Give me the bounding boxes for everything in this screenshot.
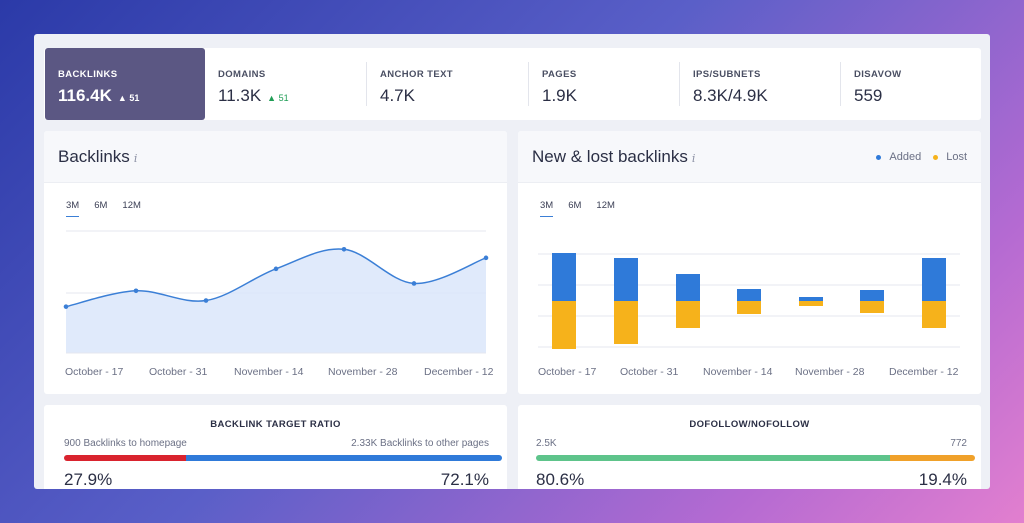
card-header: New & lost backlinks i Added Lost xyxy=(518,131,981,183)
range-3m[interactable]: 3M xyxy=(540,200,554,217)
x-tick-label: November - 14 xyxy=(234,366,304,378)
info-icon[interactable]: i xyxy=(133,152,138,165)
bar-lost xyxy=(799,301,823,306)
data-point xyxy=(341,247,347,252)
x-tick-label: December - 12 xyxy=(889,366,959,378)
stat-value: 4.7K xyxy=(380,86,415,105)
data-point xyxy=(411,281,417,286)
bar-added xyxy=(614,258,638,301)
data-point xyxy=(203,298,209,303)
bar-lost xyxy=(922,301,946,328)
card-title: Backlinks i xyxy=(58,147,138,166)
dofollow-right-label: 772 xyxy=(950,438,967,449)
dashboard-panel: BACKLINKS 116.4K ▲ 51 DOMAINS 11.3K ▲ 51 A… xyxy=(34,34,990,489)
bar-lost xyxy=(614,301,638,344)
bar-added xyxy=(922,258,946,301)
bar-added xyxy=(737,289,761,301)
x-tick-label: October - 17 xyxy=(65,366,124,378)
stat-pages[interactable]: PAGES 1.9K xyxy=(529,48,680,120)
range-6m[interactable]: 6M xyxy=(568,200,582,211)
x-tick-label: October - 31 xyxy=(620,366,679,378)
stat-value: 8.3K/4.9K xyxy=(693,86,768,105)
stat-disavow[interactable]: DISAVOW 559 xyxy=(841,48,981,120)
bar-lost xyxy=(552,301,576,349)
card-header: Backlinks i xyxy=(44,131,507,183)
ratio-left-pct: 27.9% xyxy=(64,470,113,489)
lost-dot-icon xyxy=(933,154,939,160)
stat-anchor-text[interactable]: ANCHOR TEXT 4.7K xyxy=(367,48,529,120)
x-tick-label: November - 28 xyxy=(328,366,398,378)
stat-value: 116.4K xyxy=(58,86,112,105)
backlinks-card: Backlinks i 3M 6M 12M October - 17 Octobe… xyxy=(44,131,507,394)
stat-label: DISAVOW xyxy=(854,69,902,80)
x-tick-label: November - 14 xyxy=(703,366,773,378)
bar-lost xyxy=(860,301,884,313)
chart-legend: Added Lost xyxy=(876,151,967,163)
stats-bar: BACKLINKS 116.4K ▲ 51 DOMAINS 11.3K ▲ 51 A… xyxy=(44,48,981,120)
stat-label: PAGES xyxy=(542,69,577,80)
bar-added xyxy=(799,297,823,301)
card-title: New & lost backlinks i xyxy=(532,147,696,166)
dofollow-right-pct: 19.4% xyxy=(918,470,967,489)
ratio-bar-other xyxy=(186,455,502,461)
ratio-progress-bar xyxy=(64,455,502,461)
range-3m[interactable]: 3M xyxy=(66,200,80,217)
data-point xyxy=(483,255,489,261)
range-selector: 3M 6M 12M xyxy=(540,200,630,217)
data-point xyxy=(63,304,69,309)
added-dot-icon xyxy=(876,154,882,160)
dofollow-bar-nofollow xyxy=(889,455,975,461)
x-tick-label: November - 28 xyxy=(795,366,865,378)
dofollow-progress-bar xyxy=(536,455,975,461)
stat-ips-subnets[interactable]: IPS/SUBNETS 8.3K/4.9K xyxy=(680,48,841,120)
x-tick-label: October - 31 xyxy=(149,366,208,378)
dofollow-bar-dofollow xyxy=(536,455,890,461)
dofollow-left-pct: 80.6% xyxy=(536,470,585,489)
range-12m[interactable]: 12M xyxy=(122,200,141,211)
data-point xyxy=(273,266,279,272)
stat-domains[interactable]: DOMAINS 11.3K ▲ 51 xyxy=(205,48,367,120)
target-ratio-card: BACKLINK TARGET RATIO 900 Backlinks to h… xyxy=(44,405,507,489)
new-lost-bar-chart xyxy=(538,253,960,349)
stat-delta: ▲ 51 xyxy=(267,93,289,103)
bar-added xyxy=(676,274,700,301)
x-tick-label: December - 12 xyxy=(424,366,494,378)
ratio-bar-homepage xyxy=(64,455,187,461)
data-point xyxy=(133,288,139,294)
bar-lost xyxy=(676,301,700,328)
legend-added[interactable]: Added xyxy=(876,151,921,163)
info-icon[interactable]: i xyxy=(691,152,696,165)
area-fill xyxy=(66,249,486,353)
bar-added xyxy=(552,253,576,301)
ratio-right-label: 2.33K Backlinks to other pages xyxy=(351,438,489,449)
stat-label: BACKLINKS xyxy=(58,69,118,80)
range-selector: 3M 6M 12M xyxy=(66,200,156,217)
stat-label: ANCHOR TEXT xyxy=(380,69,454,80)
stat-value: 1.9K xyxy=(542,86,577,105)
range-6m[interactable]: 6M xyxy=(94,200,108,211)
ratio-left-label: 900 Backlinks to homepage xyxy=(64,438,187,449)
bar-lost xyxy=(737,301,761,314)
stat-value: 559 xyxy=(854,86,883,105)
stat-label: IPS/SUBNETS xyxy=(693,69,761,80)
ratio-right-pct: 72.1% xyxy=(440,470,489,489)
dofollow-title: DOFOLLOW/NOFOLLOW xyxy=(689,419,810,430)
x-tick-label: October - 17 xyxy=(538,366,597,378)
range-12m[interactable]: 12M xyxy=(596,200,615,211)
dofollow-left-label: 2.5K xyxy=(536,438,557,449)
bar-added xyxy=(860,290,884,301)
stat-label: DOMAINS xyxy=(218,69,266,80)
ratio-title: BACKLINK TARGET RATIO xyxy=(210,419,341,430)
stat-backlinks[interactable]: BACKLINKS 116.4K ▲ 51 xyxy=(45,48,205,120)
stat-value: 11.3K xyxy=(218,86,262,105)
legend-lost[interactable]: Lost xyxy=(933,151,967,163)
new-lost-card: New & lost backlinks i Added Lost 3M 6M 1… xyxy=(518,131,981,394)
dofollow-card: DOFOLLOW/NOFOLLOW 2.5K 772 80.6% 19.4% xyxy=(518,405,981,489)
backlinks-area-chart xyxy=(63,230,489,354)
stat-delta: ▲ 51 xyxy=(117,93,140,103)
